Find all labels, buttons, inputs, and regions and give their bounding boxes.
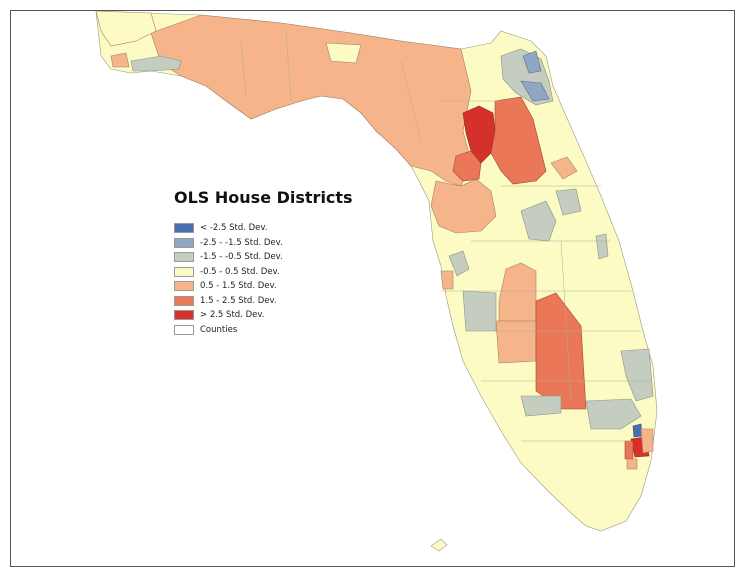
legend-label: -1.5 - -0.5 Std. Dev. — [200, 252, 283, 263]
east-coast-gray — [620, 348, 654, 402]
legend-swatch — [174, 281, 194, 292]
legend-swatch — [174, 324, 194, 335]
central-gray-a — [520, 200, 557, 242]
legend-label: < -2.5 Std. Dev. — [200, 223, 268, 234]
legend-swatch — [174, 310, 194, 321]
central-gray-b — [555, 188, 582, 216]
district-neg-2-5-neg-1-5-b — [520, 80, 550, 102]
district-neg-2-5-neg-1-5-a — [522, 50, 542, 74]
legend-item-neg-2-5-to-neg-1-5: -2.5 - -1.5 Std. Dev. — [174, 236, 374, 251]
sw-orange — [495, 320, 537, 364]
tampa-gray-a — [448, 250, 470, 277]
legend-item-gt-2-5: > 2.5 Std. Dev. — [174, 308, 374, 323]
legend-item-counties: Counties — [174, 323, 374, 338]
legend-label: -2.5 - -1.5 Std. Dev. — [200, 237, 283, 248]
legend-title: OLS House Districts — [174, 188, 353, 207]
legend-swatch — [174, 295, 194, 306]
legend-item-neg-1-5-to-neg-0-5: -1.5 - -0.5 Std. Dev. — [174, 250, 374, 265]
district-1-5-2-5-west — [452, 150, 482, 182]
map-legend: OLS House Districts < -2.5 Std. Dev. -2.… — [174, 188, 374, 337]
district-0-5-1-5-east — [550, 156, 578, 180]
west-central-districts — [430, 178, 497, 234]
gray-panhandle-strip — [130, 55, 182, 72]
florida-map — [95, 11, 658, 552]
neutral-panhandle-b — [95, 11, 157, 47]
miami-orange-2 — [626, 458, 638, 470]
legend-item-lt-neg-2-5: < -2.5 Std. Dev. — [174, 221, 374, 236]
district-neg-2-5-south — [632, 423, 643, 438]
map-frame: OLS House Districts < -2.5 Std. Dev. -2.… — [10, 10, 735, 567]
legend-label: Counties — [200, 324, 238, 335]
neutral-panhandle-a — [325, 42, 362, 64]
legend-item-neg-0-5-to-0-5: -0.5 - 0.5 Std. Dev. — [174, 265, 374, 280]
legend-swatch — [174, 252, 194, 263]
miami-coral — [624, 440, 634, 460]
legend-label: 1.5 - 2.5 Std. Dev. — [200, 295, 277, 306]
legend-item-0-5-to-1-5: 0.5 - 1.5 Std. Dev. — [174, 279, 374, 294]
legend-label: 0.5 - 1.5 Std. Dev. — [200, 281, 277, 292]
legend-label: > 2.5 Std. Dev. — [200, 310, 265, 321]
south-gray-b — [585, 398, 642, 430]
tampa-orange — [440, 270, 454, 290]
panhandle-districts — [150, 14, 472, 187]
south-gray-a — [520, 395, 562, 417]
legend-swatch — [174, 237, 194, 248]
miami-orange — [640, 428, 654, 454]
central-gray-c — [595, 233, 609, 260]
district-1-5-2-5-south — [535, 292, 587, 410]
west-gulf-district — [110, 52, 130, 68]
legend-swatch — [174, 223, 194, 234]
legend-swatch — [174, 266, 194, 277]
keys-island — [430, 538, 448, 552]
district-1-5-2-5-central — [490, 96, 547, 185]
tampa-gray-b — [462, 290, 497, 332]
legend-label: -0.5 - 0.5 Std. Dev. — [200, 266, 280, 277]
county-lines — [240, 30, 651, 442]
legend-item-1-5-to-2-5: 1.5 - 2.5 Std. Dev. — [174, 294, 374, 309]
